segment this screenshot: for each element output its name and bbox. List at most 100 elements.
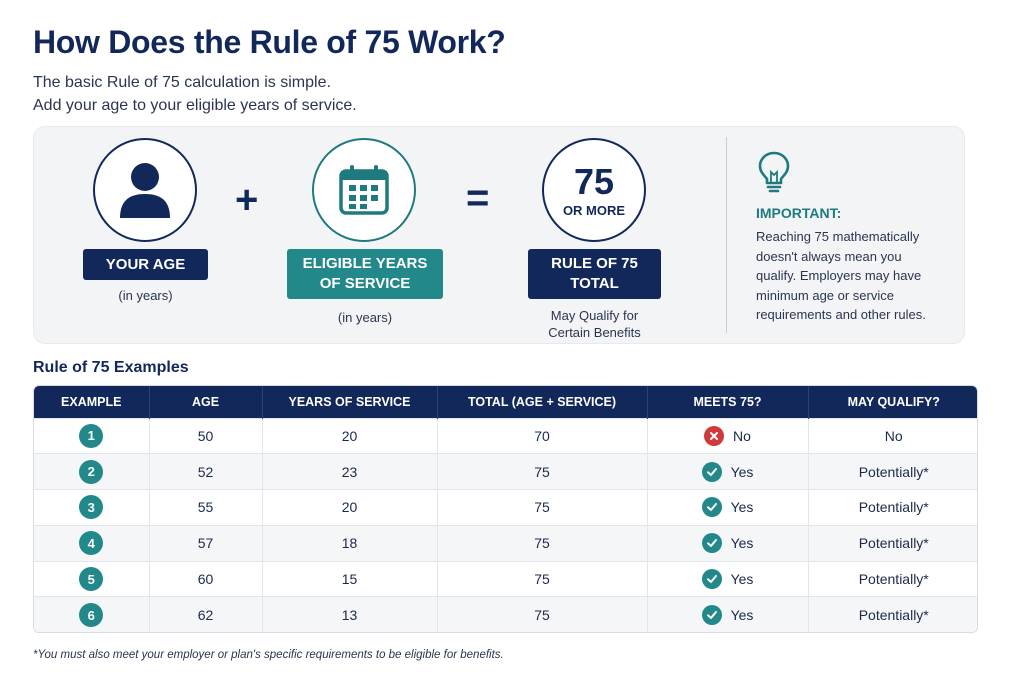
service-cell: 23 [262, 453, 438, 490]
age-circle [93, 138, 197, 242]
check-icon [701, 497, 722, 518]
example-number-badge: 5 [79, 567, 104, 592]
age-cell: 60 [149, 560, 263, 597]
total-cell: 75 [437, 596, 648, 632]
example-cell: 4 [34, 524, 150, 562]
example-cell: 3 [34, 489, 150, 526]
table-row: 3 55 20 75 Yes Potentially* [34, 489, 977, 526]
result-qualifier: OR MORE [562, 202, 626, 218]
footnote: *You must also meet your employer or pla… [33, 649, 504, 661]
meets-value: Yes [730, 499, 754, 516]
qualify-cell: Potentially* [808, 560, 977, 597]
age-cell: 55 [149, 489, 263, 526]
service-circle [312, 138, 416, 242]
rule-of-75-total-label: RULE OF 75 TOTAL [528, 249, 661, 299]
table-row: 2 52 23 75 Yes Potentially* [34, 453, 977, 490]
important-line: qualify. Employers may have [756, 268, 922, 283]
eligible-years-label: ELIGIBLE YEARS OF SERVICE [287, 249, 443, 299]
service-cell: 18 [262, 524, 438, 562]
meets-cell: Yes [647, 560, 809, 597]
check-icon [701, 533, 722, 554]
meets-cell: Yes [647, 524, 809, 562]
important-line: requirements and other rules. [756, 307, 926, 322]
age-cell: 62 [149, 596, 263, 632]
meets-value: Yes [730, 607, 754, 624]
eligible-years-line-2: OF SERVICE [319, 275, 411, 292]
header-total: TOTAL (AGE + SERVICE) [437, 386, 648, 418]
service-cell: 15 [262, 560, 438, 597]
header-example: EXAMPLE [34, 386, 150, 418]
rule-total-line-2: TOTAL [570, 275, 619, 292]
example-cell: 2 [34, 453, 150, 490]
table-row: 6 62 13 75 Yes Potentially* [34, 596, 977, 632]
example-number-badge: 6 [79, 603, 104, 628]
result-sub: May Qualify for Certain Benefits [518, 307, 671, 341]
meets-value: Yes [730, 571, 754, 588]
result-sub-line-1: May Qualify for [550, 308, 639, 323]
qualify-cell: Potentially* [808, 489, 977, 526]
equals-operator: = [466, 176, 490, 220]
your-age-label: YOUR AGE [83, 249, 208, 280]
table-row: 5 60 15 75 Yes Potentially* [34, 560, 977, 597]
meets-cell: Yes [647, 596, 809, 632]
result-circle: 75 OR MORE [542, 138, 646, 242]
eligible-years-line-1: ELIGIBLE YEARS [302, 255, 428, 272]
card-divider [726, 137, 727, 333]
service-cell: 20 [262, 417, 438, 454]
total-cell: 75 [437, 524, 648, 562]
qualify-cell: Potentially* [808, 453, 977, 490]
intro-line-2: Add your age to your eligible years of s… [33, 97, 357, 114]
meets-value: Yes [730, 463, 754, 480]
table-row: 4 57 18 75 Yes Potentially* [34, 524, 977, 562]
meets-value: Yes [730, 535, 754, 552]
intro-line-1: The basic Rule of 75 calculation is simp… [33, 74, 331, 91]
examples-table: EXAMPLE AGE YEARS OF SERVICE TOTAL (AGE … [33, 385, 978, 633]
example-cell: 6 [34, 596, 150, 632]
age-sub: (in years) [118, 288, 173, 303]
check-icon [701, 569, 722, 590]
qualify-cell: Potentially* [808, 524, 977, 562]
lightbulb-icon [758, 151, 790, 193]
table-header-row: EXAMPLE AGE YEARS OF SERVICE TOTAL (AGE … [34, 386, 977, 418]
qualify-cell: No [808, 417, 977, 454]
example-number-badge: 3 [79, 495, 104, 520]
check-icon [701, 605, 722, 626]
age-cell: 50 [149, 417, 263, 454]
total-cell: 75 [437, 489, 648, 526]
x-icon [704, 425, 725, 446]
total-cell: 70 [437, 417, 648, 454]
plus-operator: + [235, 178, 259, 222]
result-sub-line-2: Certain Benefits [548, 325, 641, 340]
service-sub: (in years) [337, 310, 393, 325]
example-number-badge: 4 [79, 531, 104, 556]
meets-cell: Yes [647, 453, 809, 490]
rule-total-line-1: RULE OF 75 [551, 255, 638, 272]
example-cell: 1 [34, 417, 150, 454]
check-icon [701, 461, 722, 482]
age-cell: 52 [149, 453, 263, 490]
total-cell: 75 [437, 560, 648, 597]
meets-value: No [733, 427, 751, 444]
header-age: AGE [149, 386, 263, 418]
examples-title: Rule of 75 Examples [33, 359, 189, 376]
important-title: IMPORTANT: [756, 205, 842, 221]
service-cell: 20 [262, 489, 438, 526]
important-text: Reaching 75 mathematically doesn't alway… [756, 227, 956, 325]
age-cell: 57 [149, 524, 263, 562]
example-cell: 5 [34, 560, 150, 597]
table-row: 1 50 20 70 No No [34, 417, 977, 454]
calendar-icon [339, 165, 389, 215]
important-line: Reaching 75 mathematically [756, 229, 920, 244]
meets-cell: Yes [647, 489, 809, 526]
header-years-of-service: YEARS OF SERVICE [262, 386, 438, 418]
service-cell: 13 [262, 596, 438, 632]
example-number-badge: 1 [79, 423, 104, 448]
page-title: How Does the Rule of 75 Work? [33, 24, 506, 60]
example-number-badge: 2 [79, 459, 104, 484]
header-meets-75: MEETS 75? [647, 386, 809, 418]
result-number: 75 [573, 160, 615, 202]
important-line: minimum age or service [756, 287, 894, 303]
qualify-cell: Potentially* [808, 596, 977, 632]
total-cell: 75 [437, 453, 648, 490]
important-line: doesn't always mean you [756, 248, 902, 264]
